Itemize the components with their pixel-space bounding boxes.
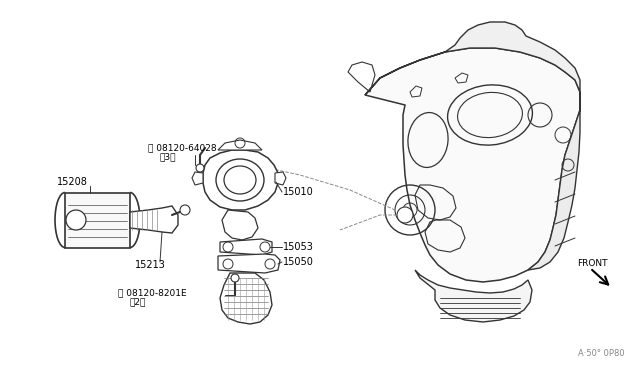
Text: 15053: 15053 xyxy=(283,242,314,252)
Circle shape xyxy=(66,210,86,230)
Polygon shape xyxy=(365,48,580,282)
Text: A·50° 0P80: A·50° 0P80 xyxy=(579,349,625,358)
Circle shape xyxy=(180,205,190,215)
Polygon shape xyxy=(218,140,262,150)
Text: Ⓑ 08120-64028: Ⓑ 08120-64028 xyxy=(148,144,216,153)
Polygon shape xyxy=(222,210,258,240)
Text: 15010: 15010 xyxy=(283,187,314,197)
Text: 15213: 15213 xyxy=(135,260,166,270)
Polygon shape xyxy=(218,254,280,273)
Circle shape xyxy=(231,274,239,282)
Polygon shape xyxy=(220,273,272,324)
Text: FRONT: FRONT xyxy=(577,260,607,269)
Polygon shape xyxy=(528,92,580,270)
Polygon shape xyxy=(365,22,580,95)
Polygon shape xyxy=(275,172,286,185)
Polygon shape xyxy=(220,239,272,255)
Text: Ⓑ 08120-8201E: Ⓑ 08120-8201E xyxy=(118,289,187,298)
Polygon shape xyxy=(203,150,278,210)
Polygon shape xyxy=(65,193,130,248)
Polygon shape xyxy=(415,270,532,322)
Circle shape xyxy=(196,164,204,172)
Text: （2）: （2） xyxy=(130,298,147,307)
Polygon shape xyxy=(130,206,178,233)
Text: 15208: 15208 xyxy=(57,177,88,187)
Circle shape xyxy=(397,207,413,223)
Polygon shape xyxy=(192,172,203,185)
Text: 15050: 15050 xyxy=(283,257,314,267)
Text: （3）: （3） xyxy=(160,153,177,161)
